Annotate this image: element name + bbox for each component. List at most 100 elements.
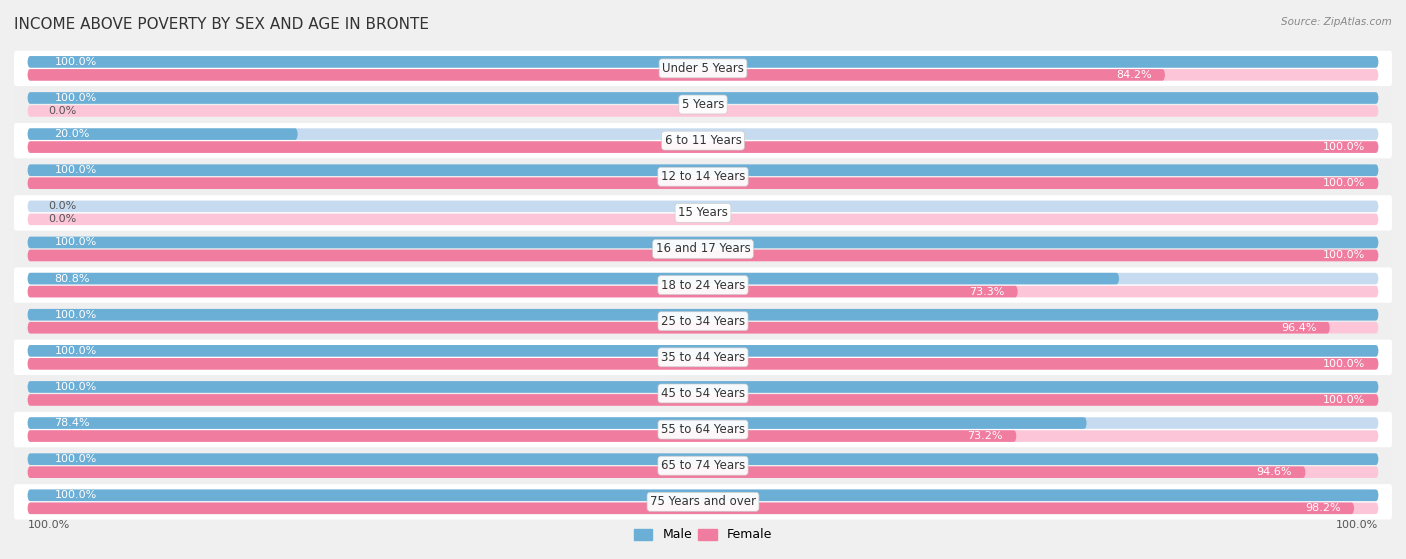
Text: 78.4%: 78.4%	[55, 418, 90, 428]
Text: 16 and 17 Years: 16 and 17 Years	[655, 243, 751, 255]
FancyBboxPatch shape	[14, 195, 1392, 230]
FancyBboxPatch shape	[28, 92, 1378, 104]
FancyBboxPatch shape	[28, 286, 1018, 297]
FancyBboxPatch shape	[28, 92, 1378, 104]
FancyBboxPatch shape	[14, 159, 1392, 195]
FancyBboxPatch shape	[28, 129, 298, 140]
FancyBboxPatch shape	[28, 177, 1378, 189]
FancyBboxPatch shape	[28, 177, 1378, 189]
Text: 100.0%: 100.0%	[1323, 359, 1365, 369]
Text: 100.0%: 100.0%	[1336, 520, 1378, 530]
FancyBboxPatch shape	[28, 69, 1378, 80]
FancyBboxPatch shape	[28, 503, 1354, 514]
FancyBboxPatch shape	[28, 250, 1378, 261]
FancyBboxPatch shape	[28, 164, 1378, 176]
Text: Under 5 Years: Under 5 Years	[662, 62, 744, 75]
FancyBboxPatch shape	[14, 51, 1392, 86]
FancyBboxPatch shape	[14, 123, 1392, 158]
FancyBboxPatch shape	[28, 129, 1378, 140]
Text: 6 to 11 Years: 6 to 11 Years	[665, 134, 741, 147]
Text: 65 to 74 Years: 65 to 74 Years	[661, 459, 745, 472]
FancyBboxPatch shape	[14, 304, 1392, 339]
FancyBboxPatch shape	[28, 236, 1378, 248]
FancyBboxPatch shape	[28, 69, 1166, 80]
FancyBboxPatch shape	[14, 448, 1392, 484]
FancyBboxPatch shape	[28, 466, 1378, 478]
Text: 80.8%: 80.8%	[55, 273, 90, 283]
FancyBboxPatch shape	[28, 430, 1378, 442]
Text: 20.0%: 20.0%	[55, 129, 90, 139]
Text: 25 to 34 Years: 25 to 34 Years	[661, 315, 745, 328]
FancyBboxPatch shape	[28, 56, 1378, 68]
FancyBboxPatch shape	[28, 345, 1378, 357]
Text: INCOME ABOVE POVERTY BY SEX AND AGE IN BRONTE: INCOME ABOVE POVERTY BY SEX AND AGE IN B…	[14, 17, 429, 32]
Text: 84.2%: 84.2%	[1116, 70, 1152, 80]
FancyBboxPatch shape	[28, 417, 1087, 429]
FancyBboxPatch shape	[28, 322, 1378, 334]
Text: 100.0%: 100.0%	[55, 93, 97, 103]
Text: 15 Years: 15 Years	[678, 206, 728, 219]
Text: 12 to 14 Years: 12 to 14 Years	[661, 170, 745, 183]
FancyBboxPatch shape	[28, 141, 1378, 153]
FancyBboxPatch shape	[28, 417, 1378, 429]
Text: 100.0%: 100.0%	[55, 57, 97, 67]
FancyBboxPatch shape	[28, 56, 1378, 68]
Text: 35 to 44 Years: 35 to 44 Years	[661, 351, 745, 364]
FancyBboxPatch shape	[28, 164, 1378, 176]
FancyBboxPatch shape	[28, 236, 1378, 248]
FancyBboxPatch shape	[28, 322, 1330, 334]
Text: 73.2%: 73.2%	[967, 431, 1002, 441]
FancyBboxPatch shape	[28, 453, 1378, 465]
Text: 98.2%: 98.2%	[1305, 503, 1340, 513]
Text: 100.0%: 100.0%	[1323, 142, 1365, 152]
Text: 100.0%: 100.0%	[55, 238, 97, 248]
FancyBboxPatch shape	[14, 87, 1392, 122]
Text: 100.0%: 100.0%	[1323, 178, 1365, 188]
FancyBboxPatch shape	[28, 490, 1378, 501]
Legend: Male, Female: Male, Female	[628, 523, 778, 547]
Text: 100.0%: 100.0%	[1323, 395, 1365, 405]
Text: 100.0%: 100.0%	[55, 346, 97, 356]
FancyBboxPatch shape	[28, 358, 1378, 369]
FancyBboxPatch shape	[28, 503, 1378, 514]
FancyBboxPatch shape	[28, 273, 1119, 285]
Text: 100.0%: 100.0%	[55, 490, 97, 500]
FancyBboxPatch shape	[14, 340, 1392, 375]
Text: 94.6%: 94.6%	[1257, 467, 1292, 477]
FancyBboxPatch shape	[28, 345, 1378, 357]
FancyBboxPatch shape	[28, 394, 1378, 406]
FancyBboxPatch shape	[28, 490, 1378, 501]
Text: 5 Years: 5 Years	[682, 98, 724, 111]
Text: 45 to 54 Years: 45 to 54 Years	[661, 387, 745, 400]
Text: 100.0%: 100.0%	[28, 520, 70, 530]
Text: 55 to 64 Years: 55 to 64 Years	[661, 423, 745, 436]
Text: 100.0%: 100.0%	[55, 310, 97, 320]
FancyBboxPatch shape	[28, 141, 1378, 153]
FancyBboxPatch shape	[28, 430, 1017, 442]
Text: 18 to 24 Years: 18 to 24 Years	[661, 278, 745, 292]
FancyBboxPatch shape	[14, 267, 1392, 303]
FancyBboxPatch shape	[28, 394, 1378, 406]
FancyBboxPatch shape	[14, 484, 1392, 519]
Text: 100.0%: 100.0%	[55, 454, 97, 464]
FancyBboxPatch shape	[14, 412, 1392, 447]
FancyBboxPatch shape	[28, 309, 1378, 320]
FancyBboxPatch shape	[28, 309, 1378, 320]
Text: 100.0%: 100.0%	[1323, 250, 1365, 260]
FancyBboxPatch shape	[28, 286, 1378, 297]
Text: 100.0%: 100.0%	[55, 165, 97, 175]
FancyBboxPatch shape	[28, 381, 1378, 393]
FancyBboxPatch shape	[14, 231, 1392, 267]
FancyBboxPatch shape	[28, 381, 1378, 393]
FancyBboxPatch shape	[28, 250, 1378, 261]
Text: 0.0%: 0.0%	[48, 214, 76, 224]
FancyBboxPatch shape	[28, 358, 1378, 369]
Text: 73.3%: 73.3%	[969, 287, 1004, 297]
FancyBboxPatch shape	[28, 105, 1378, 117]
Text: Source: ZipAtlas.com: Source: ZipAtlas.com	[1281, 17, 1392, 27]
Text: 0.0%: 0.0%	[48, 106, 76, 116]
Text: 96.4%: 96.4%	[1281, 323, 1316, 333]
FancyBboxPatch shape	[28, 453, 1378, 465]
Text: 0.0%: 0.0%	[48, 201, 76, 211]
FancyBboxPatch shape	[28, 273, 1378, 285]
